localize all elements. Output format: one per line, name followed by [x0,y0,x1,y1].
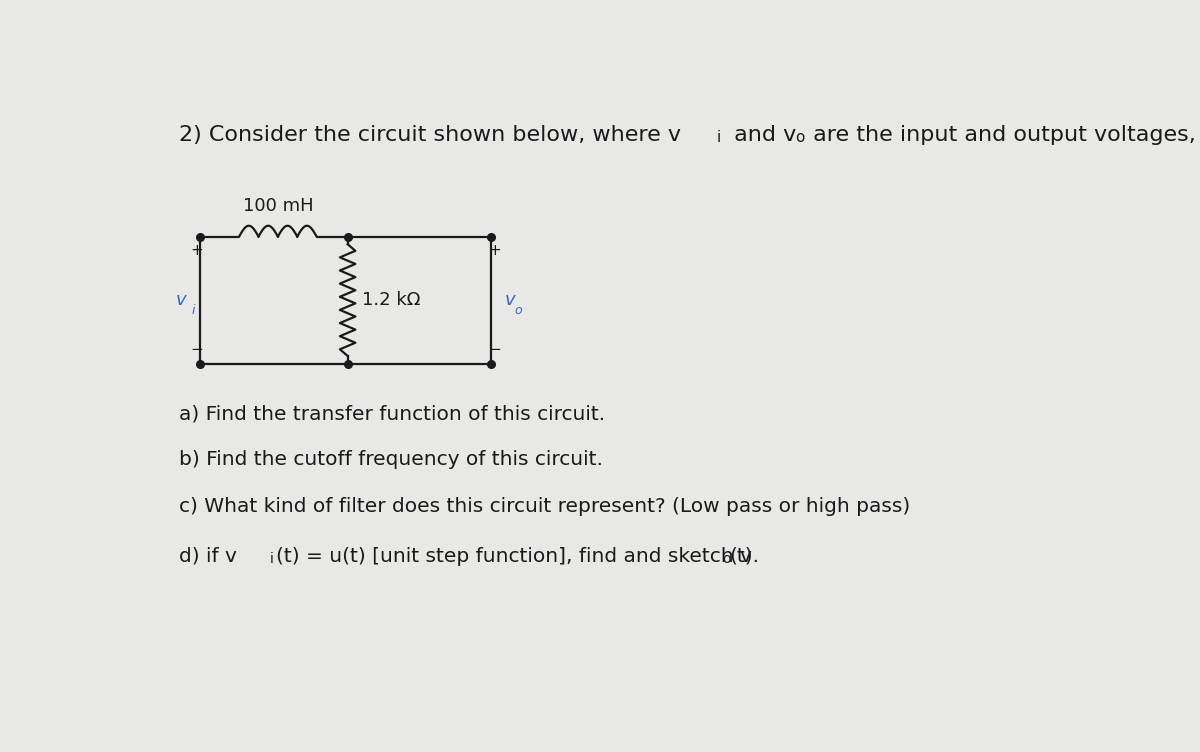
Text: (t).: (t). [728,547,758,566]
Text: 100 mH: 100 mH [242,197,313,215]
Text: o: o [722,552,731,566]
Text: b) Find the cutoff frequency of this circuit.: b) Find the cutoff frequency of this cir… [180,450,604,469]
Text: v: v [176,291,186,309]
Text: (t) = u(t) [unit step function], find and sketch v: (t) = u(t) [unit step function], find an… [276,547,752,566]
Text: −: − [190,342,203,357]
Text: o: o [796,131,805,145]
Text: are the input and output voltages, respectively.: are the input and output voltages, respe… [805,125,1200,145]
Text: −: − [488,342,502,357]
Text: +: + [190,243,203,258]
Text: 2) Consider the circuit shown below, where v: 2) Consider the circuit shown below, whe… [180,125,682,145]
Text: i: i [192,304,196,317]
Text: +: + [488,243,502,258]
Text: a) Find the transfer function of this circuit.: a) Find the transfer function of this ci… [180,404,606,423]
Text: 1.2 kΩ: 1.2 kΩ [361,291,420,309]
Text: o: o [515,304,522,317]
Text: i: i [269,552,274,566]
Text: c) What kind of filter does this circuit represent? (Low pass or high pass): c) What kind of filter does this circuit… [180,496,911,516]
Text: i: i [716,131,721,145]
Text: v: v [505,291,516,309]
Text: and v: and v [727,125,796,145]
Text: d) if v: d) if v [180,547,238,566]
